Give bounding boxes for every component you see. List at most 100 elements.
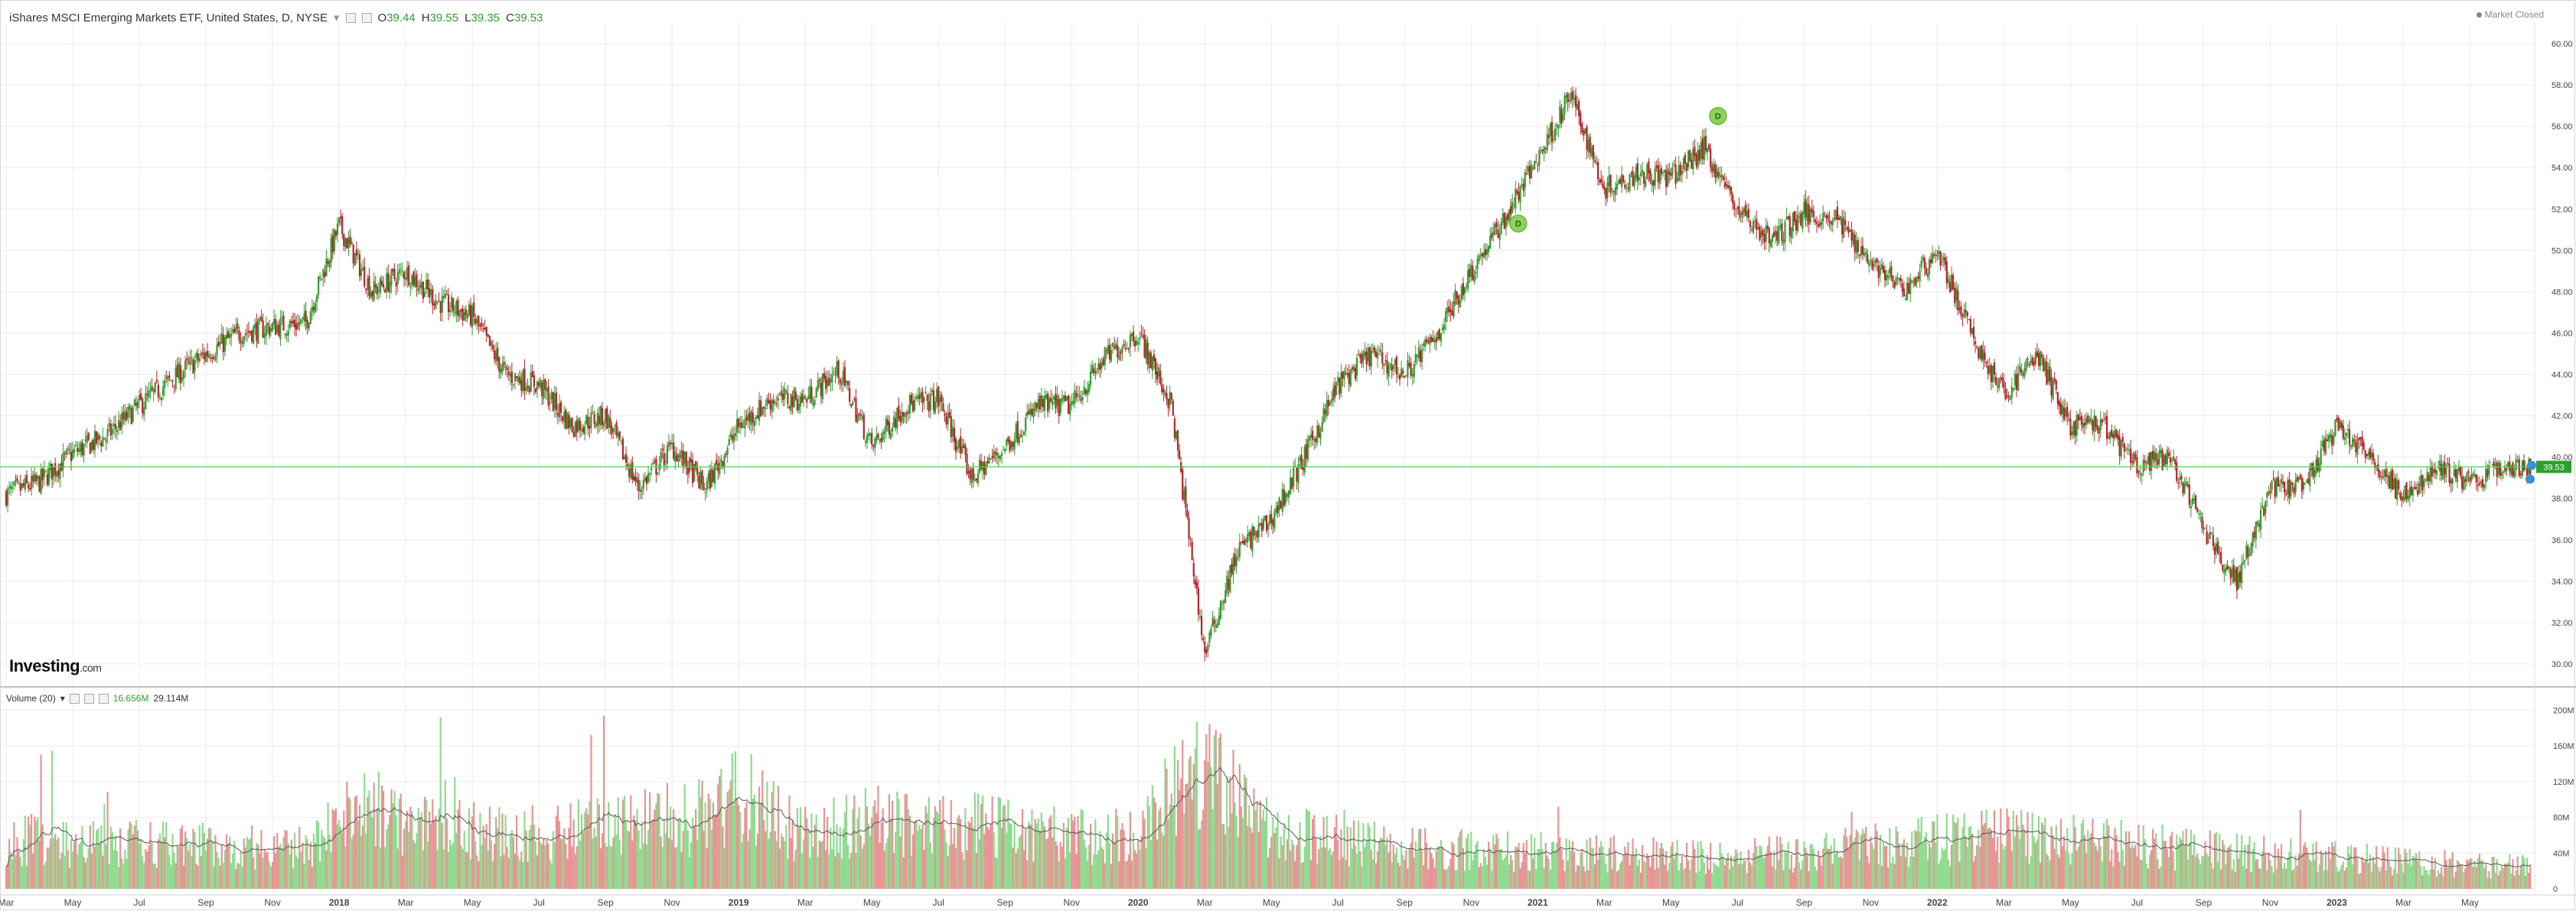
volume-bar xyxy=(109,826,112,889)
volume-bar xyxy=(1346,826,1348,889)
time-tick-label: Jul xyxy=(1332,897,1344,908)
candle-body xyxy=(695,461,697,469)
candle-body xyxy=(1265,515,1268,531)
candle-body xyxy=(355,249,357,256)
volume-bar xyxy=(1874,823,1877,889)
volume-bar xyxy=(1330,854,1333,889)
candle-body xyxy=(2160,449,2162,454)
volume-bar xyxy=(2274,843,2276,889)
volume-bar xyxy=(2429,870,2431,889)
candle-body xyxy=(691,460,694,483)
instrument-title[interactable]: iShares MSCI Emerging Markets ETF, Unite… xyxy=(9,11,328,24)
hide-square-icon[interactable] xyxy=(361,12,372,23)
volume-bar xyxy=(598,804,600,889)
candle-body xyxy=(241,342,243,345)
candle-body xyxy=(389,281,391,293)
volume-hide-icon[interactable] xyxy=(83,693,94,704)
candle-body xyxy=(1691,160,1693,169)
volume-bar xyxy=(1037,818,1039,889)
volume-bar xyxy=(2141,861,2143,889)
volume-bar xyxy=(1370,850,1372,889)
candle-body xyxy=(1776,231,1779,241)
candle-body xyxy=(1991,366,1994,382)
candle-body xyxy=(847,381,849,386)
candle-body xyxy=(293,320,296,327)
volume-bar xyxy=(300,851,302,889)
candle-body xyxy=(1380,350,1382,352)
volume-settings-icon[interactable] xyxy=(69,693,80,704)
candle-body xyxy=(1394,359,1396,366)
volume-bar xyxy=(1524,853,1526,889)
candle-body xyxy=(419,285,421,288)
candle-body xyxy=(2294,480,2297,493)
volume-bar xyxy=(568,828,570,889)
price-tick-label: 56.00 xyxy=(2552,122,2573,132)
candle-body xyxy=(1509,206,1512,216)
candle-body xyxy=(1560,109,1563,124)
volume-bar xyxy=(2028,864,2030,889)
volume-bar xyxy=(389,815,391,889)
price-tick-label: 30.00 xyxy=(2552,660,2573,669)
volume-bar xyxy=(438,808,440,889)
candle-body xyxy=(2280,478,2283,483)
settings-square-icon[interactable] xyxy=(345,12,356,23)
candle-body xyxy=(592,412,594,414)
volume-bar xyxy=(673,809,675,889)
volume-bar xyxy=(2454,871,2457,889)
candle-body xyxy=(2503,466,2506,473)
volume-bar xyxy=(652,820,654,889)
volume-bar xyxy=(601,833,604,889)
candle-body xyxy=(1617,181,1620,184)
volume-bar xyxy=(1573,851,1576,889)
candle-body xyxy=(352,244,354,264)
candle-body xyxy=(2188,484,2190,506)
volume-bar xyxy=(1710,842,1712,889)
candle-body xyxy=(1453,301,1455,317)
candle-body xyxy=(1707,145,1710,149)
volume-bar xyxy=(1768,836,1770,889)
candle-body xyxy=(568,415,570,428)
candle-body xyxy=(1577,103,1579,110)
candle-body xyxy=(2226,565,2229,570)
candle-body xyxy=(859,415,862,417)
candle-body xyxy=(618,431,621,440)
candle-body xyxy=(1920,260,1922,268)
candle-body xyxy=(2137,470,2140,473)
volume-bar xyxy=(1219,733,1222,889)
candle-body xyxy=(2330,434,2332,438)
candle-body xyxy=(1398,375,1401,380)
title-dropdown-icon[interactable]: ▾ xyxy=(333,11,340,24)
volume-bar xyxy=(1954,822,1956,889)
candle-body xyxy=(2123,443,2125,452)
candle-body xyxy=(982,461,984,471)
volume-bar xyxy=(937,813,940,889)
candle-body xyxy=(99,436,101,440)
volume-ma-value: 29.114M xyxy=(153,693,189,704)
volume-bar xyxy=(934,806,937,889)
volume-bar xyxy=(1868,863,1870,889)
candle-body xyxy=(1606,182,1609,198)
candle-body xyxy=(2291,482,2294,485)
candle-body xyxy=(1166,393,1168,400)
volume-bar xyxy=(960,818,962,889)
candle-body xyxy=(416,274,418,288)
volume-bar xyxy=(1782,870,1785,889)
volume-dropdown-icon[interactable]: ▾ xyxy=(60,693,65,704)
volume-bar xyxy=(1460,828,1462,889)
candle-body xyxy=(2486,469,2489,478)
volume-label[interactable]: Volume (20) xyxy=(6,693,56,704)
volume-bar xyxy=(1521,861,1523,889)
volume-bar xyxy=(148,845,150,889)
candle-body xyxy=(1933,254,1935,256)
candle-body xyxy=(1711,166,1714,171)
volume-close-icon[interactable] xyxy=(98,693,109,704)
volume-bar xyxy=(2383,852,2385,889)
volume-bar xyxy=(688,857,691,889)
volume-bar xyxy=(1890,863,1893,889)
candle-body xyxy=(1283,490,1285,506)
candle-body xyxy=(1515,188,1517,209)
volume-bar xyxy=(990,824,992,889)
candle-body xyxy=(386,273,388,291)
volume-bar xyxy=(370,810,372,889)
